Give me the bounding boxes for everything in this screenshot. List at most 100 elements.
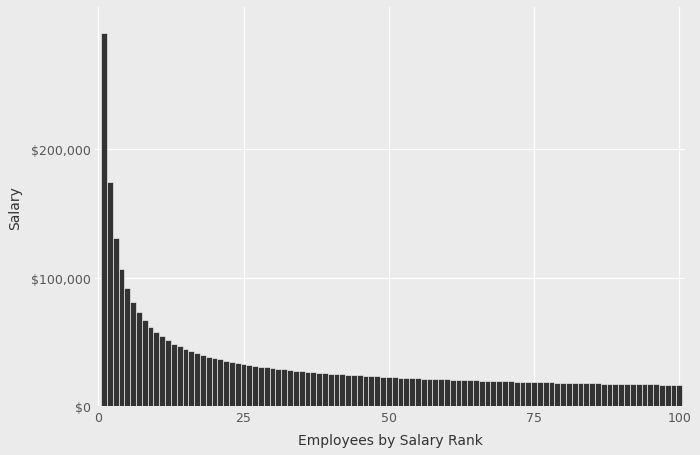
Bar [363,376,368,407]
Bar [473,380,479,407]
Bar [542,383,549,407]
Bar [304,372,310,407]
Y-axis label: Salary: Salary [8,186,22,229]
Bar [450,380,456,407]
Bar [270,368,276,407]
Bar [572,383,578,407]
Bar [583,383,589,407]
Bar [554,383,560,407]
Bar [426,379,433,407]
Bar [537,382,542,407]
X-axis label: Employees by Salary Rank: Employees by Salary Rank [298,433,483,447]
Bar [624,384,630,407]
Bar [514,382,519,407]
Bar [607,384,612,407]
Bar [252,366,258,407]
Bar [334,374,340,407]
Bar [258,367,264,407]
Bar [281,369,287,407]
Bar [595,384,601,407]
Bar [636,384,641,407]
Bar [648,384,653,407]
Bar [142,321,148,407]
Bar [421,379,426,407]
Bar [357,375,363,407]
Bar [188,351,194,407]
Bar [491,381,496,407]
Bar [229,362,234,407]
Bar [293,371,299,407]
Bar [484,381,491,407]
Bar [392,378,398,407]
Bar [641,384,648,407]
Bar [200,355,206,407]
Bar [589,384,595,407]
Bar [618,384,624,407]
Bar [374,377,380,407]
Bar [287,370,293,407]
Bar [415,379,421,407]
Bar [234,363,241,407]
Bar [328,374,334,407]
Bar [351,375,357,407]
Bar [211,358,218,407]
Bar [438,379,444,407]
Bar [467,380,473,407]
Bar [171,344,176,407]
Bar [461,380,467,407]
Bar [113,238,118,407]
Bar [246,365,252,407]
Bar [223,361,229,407]
Bar [183,349,188,407]
Bar [102,34,107,407]
Bar [479,381,484,407]
Bar [456,380,461,407]
Bar [665,385,671,407]
Bar [502,381,508,407]
Bar [566,383,572,407]
Bar [340,374,345,407]
Bar [276,369,281,407]
Bar [560,383,566,407]
Bar [130,303,136,407]
Bar [125,289,130,407]
Bar [676,385,682,407]
Bar [218,359,223,407]
Bar [264,368,270,407]
Bar [525,382,531,407]
Bar [160,337,165,407]
Bar [630,384,636,407]
Bar [444,379,450,407]
Bar [403,378,409,407]
Bar [409,378,415,407]
Bar [194,354,200,407]
Bar [496,381,502,407]
Bar [549,383,554,407]
Bar [322,373,328,407]
Bar [380,377,386,407]
Bar [118,269,125,407]
Bar [531,382,537,407]
Bar [176,347,183,407]
Bar [508,382,514,407]
Bar [153,332,160,407]
Bar [310,372,316,407]
Bar [612,384,618,407]
Bar [671,385,676,407]
Bar [519,382,525,407]
Bar [206,357,211,407]
Bar [653,384,659,407]
Bar [148,327,153,407]
Bar [241,364,246,407]
Bar [345,375,351,407]
Bar [165,340,171,407]
Bar [368,376,374,407]
Bar [578,383,583,407]
Bar [107,182,113,407]
Bar [398,378,403,407]
Bar [659,384,665,407]
Bar [316,373,322,407]
Bar [299,371,304,407]
Bar [136,313,142,407]
Bar [433,379,438,407]
